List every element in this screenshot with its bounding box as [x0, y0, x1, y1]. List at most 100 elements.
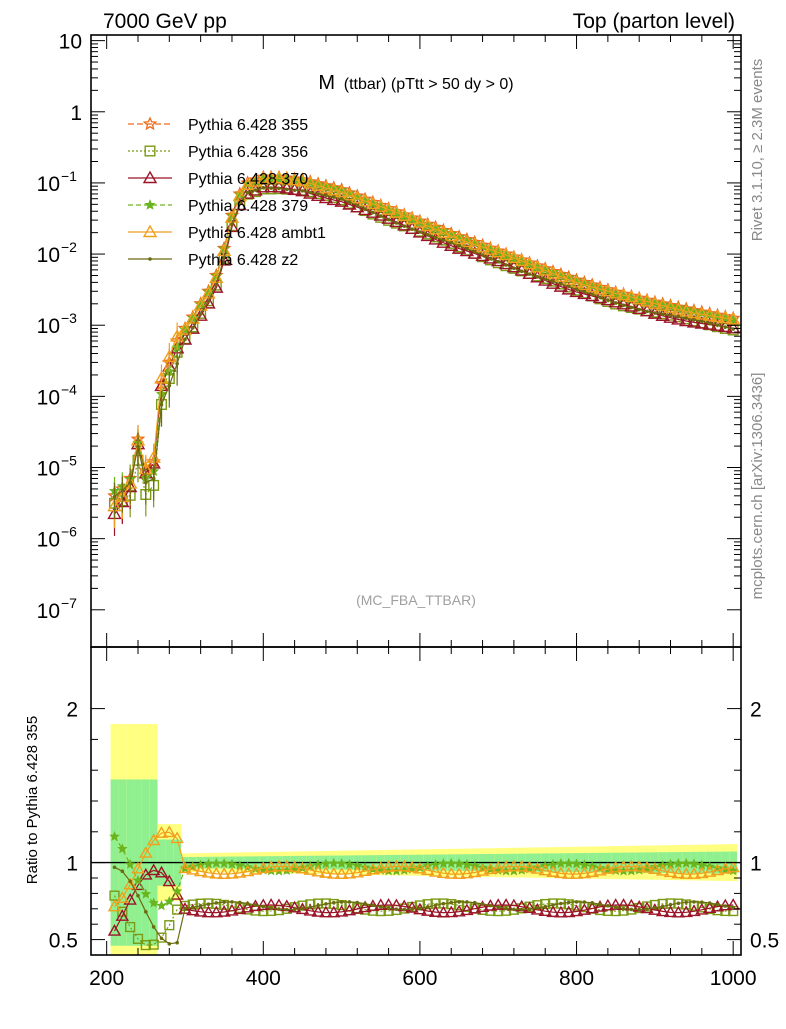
data-point-triangle	[327, 905, 341, 918]
data-point-triangle	[530, 902, 545, 915]
data-point-dot	[175, 940, 179, 945]
data-point-dot	[277, 907, 281, 911]
data-point-triangle	[342, 903, 357, 916]
y-tick-base: 10	[37, 600, 60, 623]
data-point-star	[336, 858, 347, 869]
data-point-triangle	[123, 877, 137, 890]
data-point-triangle	[209, 866, 224, 879]
data-point-triangle	[405, 860, 419, 873]
data-point-triangle	[460, 903, 474, 916]
data-point-star	[218, 858, 230, 869]
data-point-triangle	[334, 184, 349, 198]
data-point-dot	[292, 188, 297, 193]
data-point-triangle	[491, 898, 505, 910]
data-point-dot	[449, 900, 454, 905]
data-point-triangle	[318, 180, 334, 194]
data-point-triangle	[592, 290, 608, 304]
x-tick-label: 1000	[710, 967, 757, 990]
data-point-triangle	[201, 285, 216, 299]
data-point-triangle	[154, 865, 169, 878]
data-point-square	[132, 933, 144, 944]
data-point-triangle	[201, 905, 216, 918]
data-point-dot	[606, 903, 610, 908]
data-point-square	[618, 905, 629, 916]
data-point-square	[313, 898, 324, 909]
data-point-triangle	[240, 864, 255, 877]
data-point-triangle	[405, 901, 419, 913]
data-point-triangle	[169, 329, 185, 342]
data-point-triangle	[694, 316, 710, 329]
data-point-triangle	[295, 861, 310, 874]
data-point-dot	[394, 221, 399, 225]
data-point-triangle	[201, 865, 216, 878]
data-point-triangle	[468, 865, 482, 878]
data-point-triangle	[123, 892, 137, 905]
data-point-dot	[378, 214, 383, 218]
data-point-triangle	[491, 860, 505, 873]
data-point-dot	[386, 906, 391, 911]
data-point-triangle	[592, 281, 608, 295]
data-point-dot	[504, 906, 508, 911]
x-tick-label: 600	[402, 967, 437, 990]
data-point-triangle	[514, 253, 529, 267]
data-point-dot	[465, 900, 469, 904]
data-point-triangle	[577, 277, 592, 291]
legend-label: Pythia 6.428 370	[188, 171, 308, 188]
legend-label: Pythia 6.428 379	[188, 198, 308, 215]
data-point-triangle	[686, 305, 702, 319]
data-point-triangle	[678, 304, 694, 317]
data-point-triangle	[671, 905, 686, 918]
data-point-dot	[363, 901, 367, 906]
y-tick-base: 10	[37, 244, 60, 267]
data-point-star	[453, 858, 465, 869]
data-point-triangle	[358, 864, 372, 877]
data-point-triangle	[640, 901, 654, 914]
legend-item: Pythia 6.428 z2	[128, 252, 298, 269]
data-point-triangle	[515, 859, 529, 872]
data-point-triangle	[483, 862, 498, 875]
data-point-triangle	[350, 190, 365, 204]
data-point-dot	[206, 299, 211, 303]
data-point-triangle	[428, 905, 443, 917]
ratio-series-line	[107, 825, 740, 912]
data-point-star	[144, 199, 156, 210]
data-point-triangle	[655, 904, 670, 917]
data-point-dot	[433, 903, 438, 908]
data-point-triangle	[162, 349, 177, 363]
data-point-dot	[480, 253, 485, 257]
data-point-triangle	[444, 238, 459, 251]
data-point-triangle	[287, 860, 302, 873]
data-point-star	[320, 858, 332, 869]
plot-title-main: M	[318, 72, 335, 94]
data-point-square	[164, 920, 175, 931]
data-point-dot	[590, 901, 595, 905]
data-point-triangle	[366, 862, 380, 875]
plot-title-sub: (ttbar) (pTtt > 50 dy > 0)	[344, 76, 514, 93]
data-point-triangle	[232, 188, 248, 202]
data-point-dot	[519, 269, 524, 274]
data-point-triangle	[561, 272, 576, 285]
data-point-triangle	[468, 901, 482, 914]
data-point-dot	[245, 190, 250, 195]
data-point-triangle	[131, 878, 145, 891]
data-point-triangle	[655, 298, 670, 311]
data-point-dot	[715, 323, 720, 327]
data-point-triangle	[725, 311, 741, 325]
data-point-star	[117, 843, 128, 854]
data-point-triangle	[561, 281, 576, 295]
data-point-triangle	[475, 239, 490, 253]
data-point-triangle	[263, 179, 279, 193]
data-point-dot	[535, 906, 540, 910]
data-point-triangle	[178, 861, 192, 874]
data-point-triangle	[475, 248, 490, 262]
data-point-triangle	[428, 221, 443, 235]
data-point-dot	[590, 292, 595, 297]
data-point-triangle	[444, 867, 458, 879]
data-point-dot	[621, 303, 626, 308]
data-point-dot	[512, 907, 516, 912]
data-point-dot	[488, 256, 493, 261]
data-point-star	[563, 857, 575, 868]
data-point-dot	[167, 383, 172, 388]
data-point-dot	[222, 255, 226, 260]
